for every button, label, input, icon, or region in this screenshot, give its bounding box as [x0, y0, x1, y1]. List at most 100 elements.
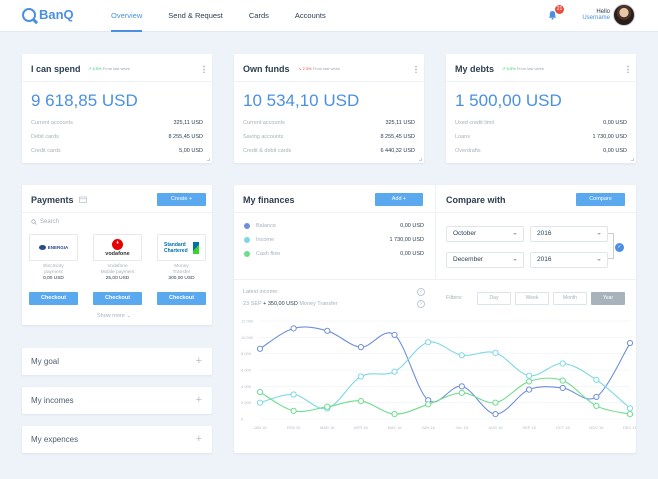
data-point-income [425, 339, 432, 346]
chevron-down-icon: ⌄ [126, 313, 131, 319]
bell-icon[interactable] [548, 10, 557, 20]
divider [234, 212, 435, 213]
nav-send-request[interactable]: Send & Request [168, 11, 223, 20]
data-point-cashflow [559, 377, 566, 384]
filter-month[interactable]: Month [553, 292, 587, 305]
row-value: 6 440,32 USD [380, 148, 415, 154]
payment-tile-energia[interactable]: ENERGIA Electricity payment 0,00 USD [29, 234, 78, 292]
show-more-link[interactable]: Show more ⌄ [97, 313, 131, 319]
series-line-income [259, 341, 631, 410]
previous-icon[interactable]: ‹ [417, 288, 425, 296]
latest-income-label: Latest income: [243, 289, 279, 295]
trend-up-icon: ↗ [502, 66, 506, 71]
my-goal-section[interactable]: My goal + [22, 348, 212, 375]
payments-card: Payments Create + Search ENERGIA Electri… [22, 185, 212, 325]
check-icon[interactable]: ✓ [615, 243, 624, 252]
divider [446, 81, 636, 82]
tile-description: Vodafone Mobile payment 25,00 USD [93, 264, 142, 282]
nav-overview[interactable]: Overview [111, 0, 143, 32]
row-value: 325,11 USD [173, 120, 203, 126]
divider [436, 212, 636, 213]
filter-day[interactable]: Day [477, 292, 511, 305]
user-greeting: Hello Username [572, 9, 610, 21]
row-value: 8 255,45 USD [380, 134, 415, 140]
row-label: Current accounts [31, 120, 73, 126]
payment-tile-vodafone[interactable]: ❛ vodafone Vodafone Mobile payment 25,00… [93, 234, 142, 292]
divider [234, 279, 636, 280]
debts-amount: 1 500,00 USD [455, 91, 562, 110]
latest-amount: + 350,00 USD [263, 301, 298, 307]
payment-search[interactable]: Search [31, 219, 59, 225]
more-options-icon[interactable] [203, 65, 205, 73]
filter-year[interactable]: Year [591, 292, 625, 305]
income-dot-icon [244, 237, 250, 243]
finances-line-chart: 12 000 10 000 8 000 6 000 4 000 2 000 0 JAN 16 F… [241, 319, 636, 431]
latest-date: 23 SEP [243, 301, 262, 307]
x-tick-label: DEC 16 [623, 425, 636, 430]
plus-icon[interactable]: + [195, 394, 202, 406]
resize-handle[interactable] [419, 158, 422, 161]
standard-chartered-logo: Standard Chartered [157, 234, 206, 261]
filter-week[interactable]: Week [515, 292, 549, 305]
x-tick-label: MAR 16 [320, 425, 335, 430]
resize-handle[interactable] [207, 158, 210, 161]
data-point-income [559, 360, 566, 367]
data-point-income [492, 349, 499, 356]
more-options-icon[interactable] [415, 65, 417, 73]
funds-row: Current accounts 325,11 USD [243, 120, 415, 126]
y-tick-label: 6 000 [241, 368, 252, 373]
nav-accounts[interactable]: Accounts [294, 11, 326, 20]
data-point-balance [324, 327, 331, 334]
month1-select[interactable]: October [446, 226, 524, 242]
year1-select[interactable]: 2016 [530, 226, 608, 242]
calendar-icon[interactable] [79, 196, 87, 203]
row-value: 325,11 USD [385, 120, 415, 126]
compare-title: Compare with [446, 195, 506, 205]
plus-icon[interactable]: + [195, 433, 202, 445]
legend-cashflow: Cash flow 0,00 USD [244, 251, 424, 257]
section-label: My incomes [31, 396, 74, 405]
data-point-balance [290, 325, 297, 332]
x-tick-label: JAN 16 [253, 425, 267, 430]
spend-row: Current accounts 325,11 USD [31, 120, 203, 126]
data-point-income [626, 405, 634, 412]
username-link[interactable]: Username [582, 15, 610, 21]
year2-select[interactable]: 2016 [530, 252, 608, 268]
x-tick-label: FEB 16 [287, 425, 301, 430]
my-incomes-section[interactable]: My incomes + [22, 387, 212, 414]
show-more-label: Show more [97, 313, 125, 319]
tile-line2: Mobile payment [100, 270, 135, 275]
add-finance-button[interactable]: Add + [375, 193, 423, 206]
more-options-icon[interactable] [627, 65, 629, 73]
legend-income: Income 1 730,00 USD [244, 237, 424, 243]
month2-select[interactable]: December [446, 252, 524, 268]
plus-icon[interactable]: + [195, 355, 202, 367]
next-icon[interactable]: › [417, 300, 425, 308]
checkout-button[interactable]: Checkout [157, 292, 206, 305]
data-point-balance [525, 386, 533, 393]
card-title: I can spend [31, 64, 81, 74]
row-label: Saving accounts [243, 134, 284, 140]
payment-tile-standard-chartered[interactable]: Standard Chartered Money Transfer 300,00… [157, 234, 206, 292]
select-value: 2016 [537, 256, 552, 263]
y-tick-label: 10 000 [241, 335, 254, 340]
data-point-cashflow [525, 378, 533, 385]
checkout-button[interactable]: Checkout [93, 292, 142, 305]
avatar[interactable] [613, 4, 635, 26]
compare-button[interactable]: Compare [576, 193, 625, 206]
trend-indicator: ↗ 5.5% From last week [88, 66, 130, 71]
resize-handle[interactable] [631, 158, 634, 161]
logo[interactable]: BanQ [22, 7, 74, 22]
spend-amount: 9 618,85 USD [31, 91, 138, 110]
debts-row: Used credit limit 0,00 USD [455, 120, 627, 126]
my-expences-section[interactable]: My expences + [22, 426, 212, 453]
checkout-button[interactable]: Checkout [29, 292, 78, 305]
data-point-cashflow [324, 403, 331, 410]
nav-cards[interactable]: Cards [248, 11, 269, 20]
data-point-cashflow [357, 397, 365, 405]
data-point-cashflow [425, 401, 432, 408]
finances-card: My finances Add + Balance 0,00 USD Incom… [234, 185, 636, 453]
create-payment-button[interactable]: Create + [157, 193, 206, 206]
search-input[interactable]: Search [40, 219, 60, 225]
data-point-balance [256, 345, 264, 352]
